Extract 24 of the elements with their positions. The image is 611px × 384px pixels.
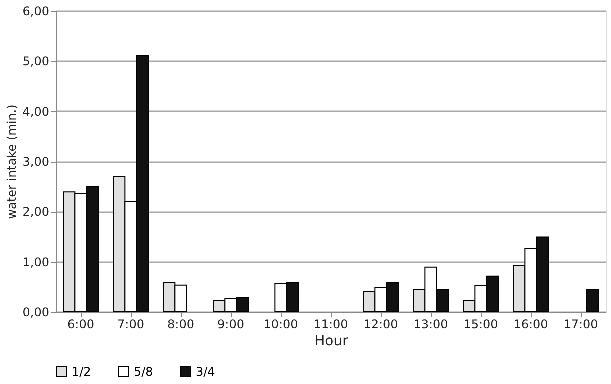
x-tick-label: 6:00: [68, 318, 94, 332]
y-tick-label: 0,00: [22, 306, 50, 320]
y-tick-label: 3,00: [22, 155, 50, 169]
x-tick-label: 9:00: [218, 318, 244, 332]
y-tick-label: 6,00: [22, 4, 50, 18]
y-tick-label: 5,00: [22, 54, 50, 69]
y-tick-label: 1,00: [22, 255, 50, 270]
x-tick-label: 16:00: [514, 318, 548, 332]
x-tick-label: 11:00: [314, 318, 348, 332]
x-tick-label: 13:00: [414, 318, 448, 332]
legend-label: 5/8: [134, 365, 154, 379]
y-tick-label: 4,00: [22, 104, 50, 119]
legend-label: 3/4: [196, 365, 216, 379]
x-tick-label: 17:00: [564, 318, 598, 332]
x-tick-label: 8:00: [168, 318, 194, 332]
y-tick-label: 2,00: [22, 205, 50, 220]
legend-label: 1/2: [72, 365, 92, 379]
x-tick-label: 7:00: [118, 318, 144, 332]
bar: [586, 289, 599, 312]
x-axis-title: Hour: [314, 334, 349, 350]
x-tick-label: 15:00: [464, 318, 498, 332]
x-tick-label: 12:00: [364, 318, 398, 332]
x-tick-label: 10:00: [264, 318, 298, 332]
y-axis-title: water intake (min.): [4, 104, 19, 220]
